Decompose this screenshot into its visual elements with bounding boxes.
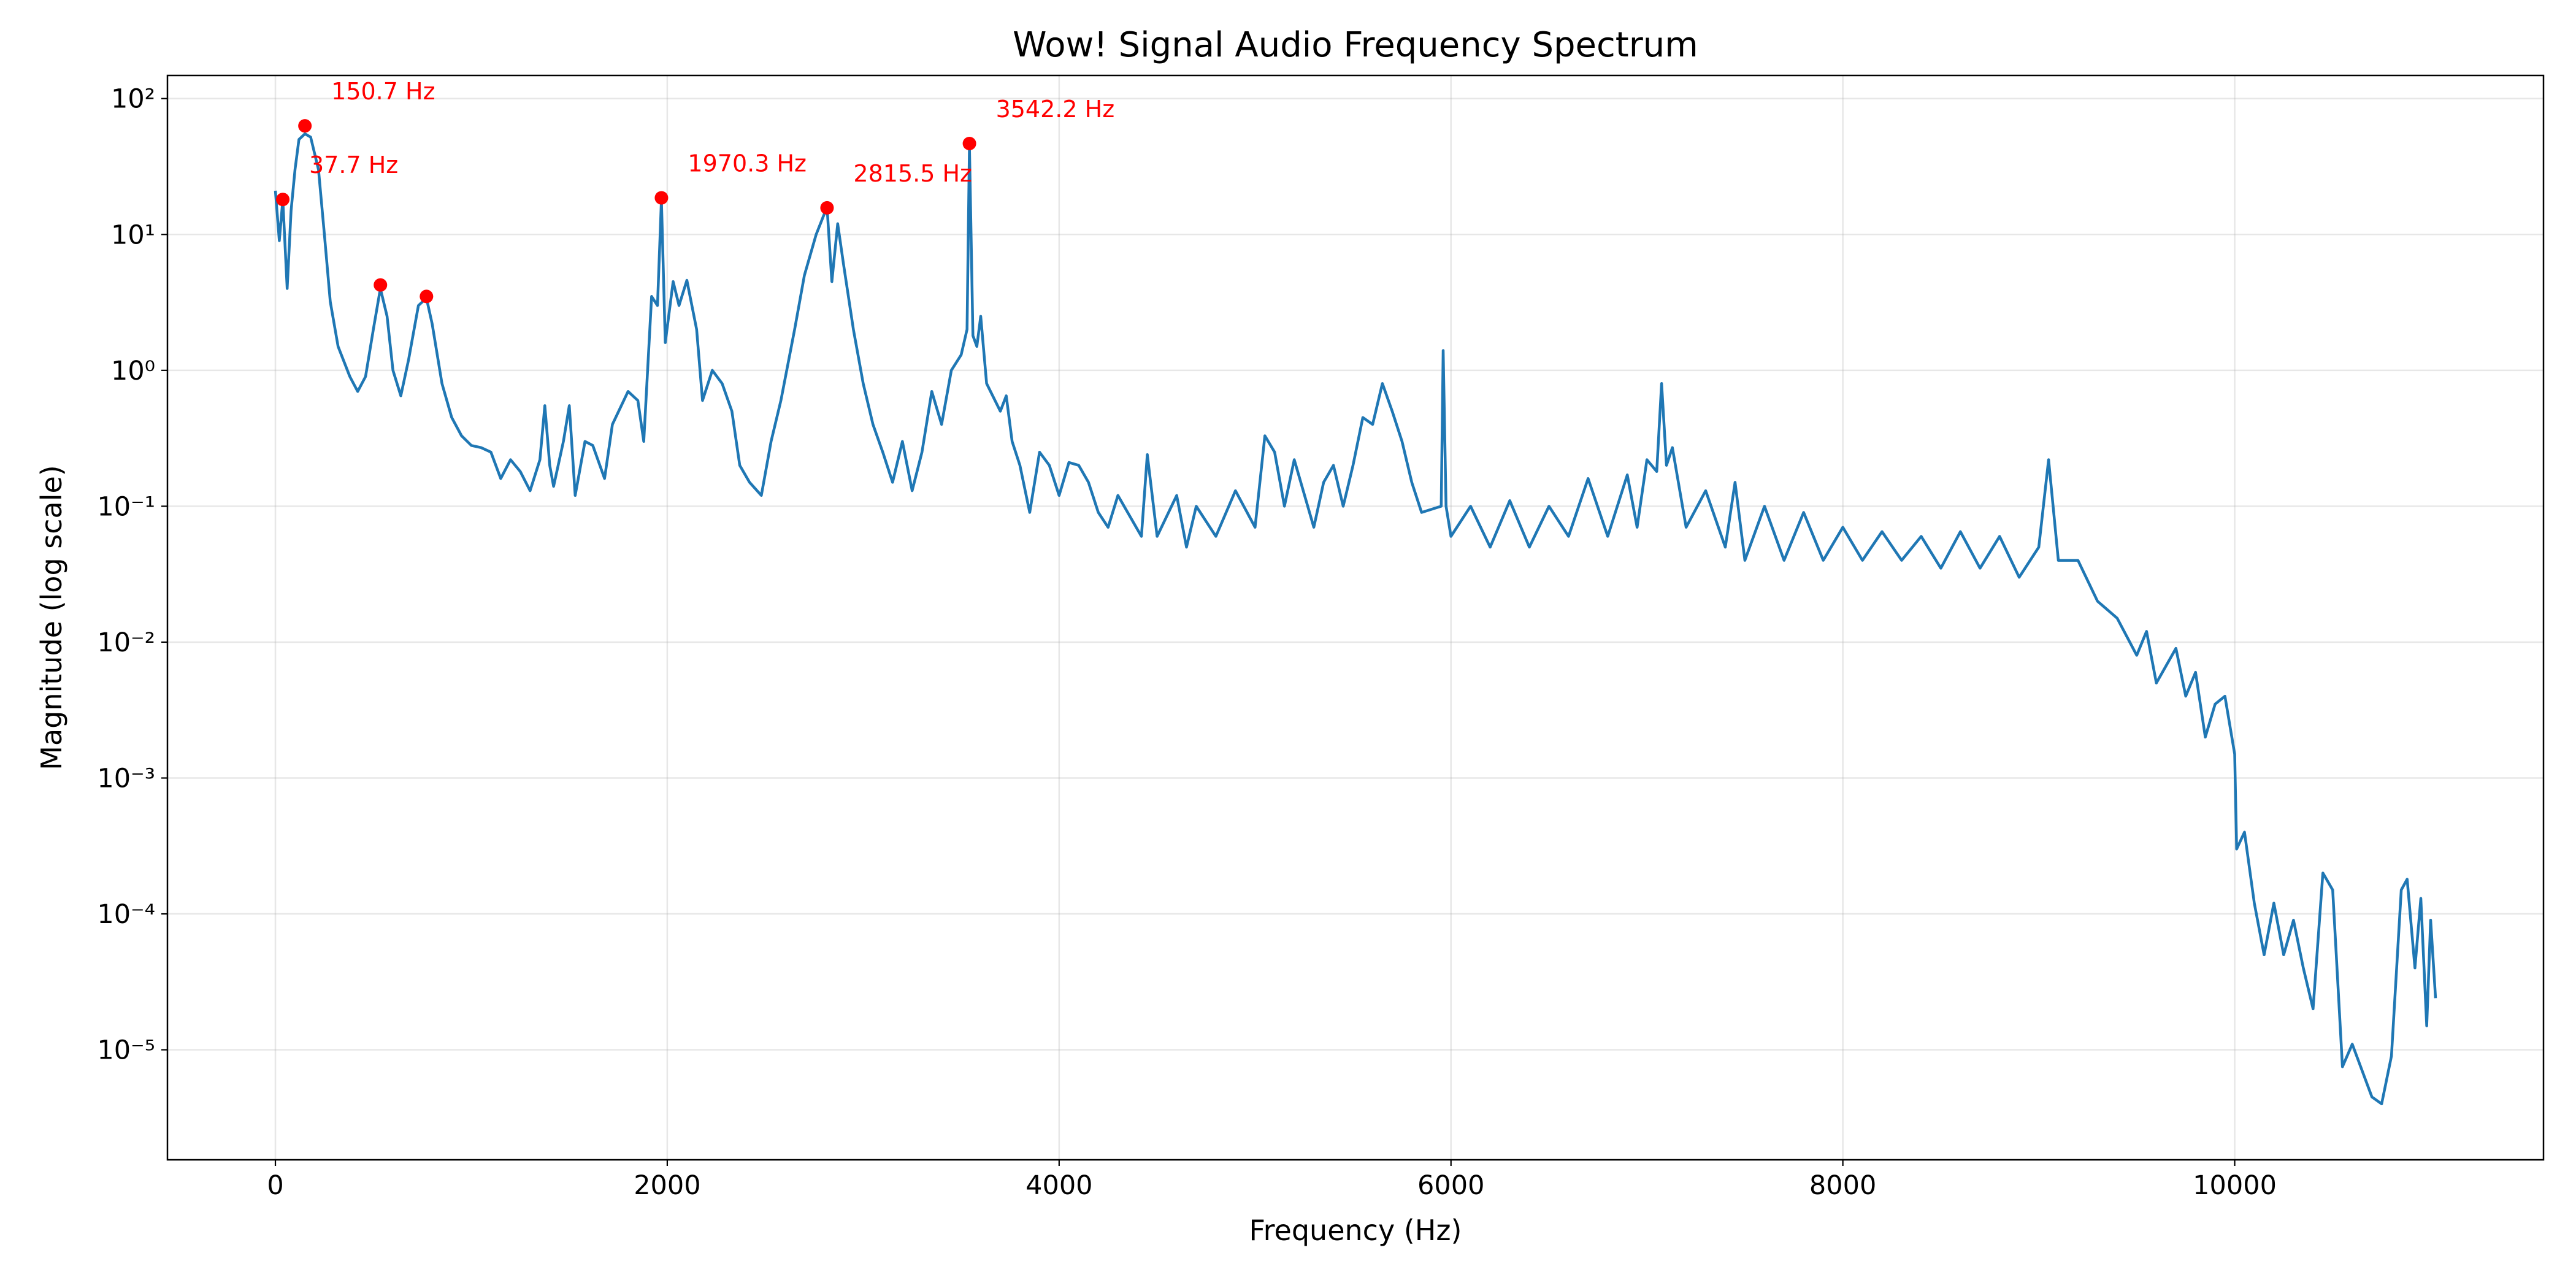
y-tick-label: 10⁻² — [97, 627, 155, 658]
y-tick-label: 10¹ — [111, 220, 155, 250]
y-tick-label: 10⁻¹ — [97, 491, 155, 522]
y-tick-label: 10⁻³ — [97, 764, 155, 794]
peak-label: 37.7 Hz — [309, 151, 398, 178]
y-tick-label: 10⁰ — [111, 356, 155, 386]
x-tick-label: 10000 — [2193, 1170, 2277, 1201]
y-tick-label: 10⁻⁵ — [97, 1035, 155, 1066]
y-axis-label: Magnitude (log scale) — [35, 465, 68, 770]
x-tick-label: 4000 — [1025, 1170, 1092, 1201]
plot-frame — [166, 74, 2545, 1161]
x-axis-label: Frequency (Hz) — [1249, 1214, 1462, 1247]
chart-title: Wow! Signal Audio Frequency Spectrum — [1013, 25, 1698, 65]
y-tick-label: 10⁻⁴ — [97, 899, 155, 930]
peak-label: 3542.2 Hz — [996, 96, 1115, 123]
spectrum-line — [274, 132, 2437, 1106]
peak-marker — [962, 136, 976, 150]
peak-label: 1970.3 Hz — [688, 150, 807, 177]
x-tick-label: 6000 — [1417, 1170, 1484, 1201]
peak-marker — [654, 191, 669, 205]
peak-marker — [276, 193, 290, 207]
peak-marker — [420, 289, 434, 304]
x-tick-label: 8000 — [1809, 1170, 1876, 1201]
peak-marker — [820, 201, 834, 215]
peak-marker — [298, 119, 312, 133]
peak-marker — [374, 278, 388, 292]
y-tick-label: 10² — [111, 84, 155, 115]
x-tick-label: 0 — [267, 1170, 283, 1201]
peak-label: 150.7 Hz — [331, 78, 435, 105]
x-tick-label: 2000 — [634, 1170, 700, 1201]
peak-label: 2815.5 Hz — [853, 160, 972, 187]
